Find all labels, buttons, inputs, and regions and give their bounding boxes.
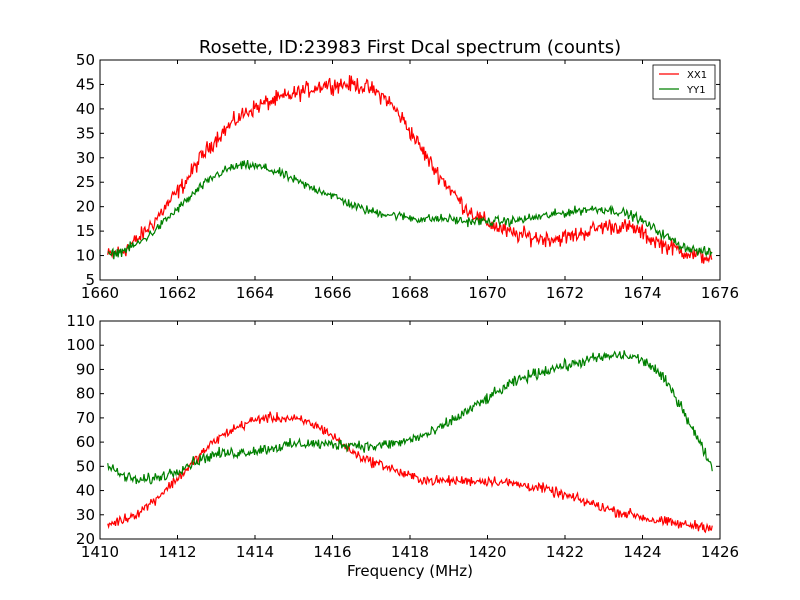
- y-tick-label: 50: [76, 457, 95, 475]
- x-tick-label: 1418: [391, 543, 429, 561]
- x-tick-label: 1668: [391, 284, 429, 302]
- y-tick-label: 20: [76, 530, 95, 548]
- series-line-xx1-bottom: [107, 411, 713, 534]
- bottom-panel: 1410 1412 1414 1416 1418 1420 1422 1424 1426 20 30…: [66, 312, 739, 580]
- x-tick-label: 1660: [81, 284, 119, 302]
- y-tick-label: 5: [85, 271, 95, 289]
- x-tick-label: 1662: [158, 284, 196, 302]
- x-tick-label: 1674: [623, 284, 661, 302]
- y-tick-label: 40: [76, 482, 95, 500]
- y-tick-label: 90: [76, 360, 95, 378]
- y-tick-label: 40: [76, 100, 95, 118]
- y-tick-label: 30: [76, 506, 95, 524]
- x-tick-label: 1422: [546, 543, 584, 561]
- y-tick-label: 70: [76, 409, 95, 427]
- top-panel: 1660 1662 1664 1666 1668 1670 1672 1674 1676 5 10 1…: [76, 37, 739, 302]
- x-tick-label: 1670: [468, 284, 506, 302]
- legend-label-xx1: XX1: [687, 70, 707, 81]
- x-tick-label: 1412: [158, 543, 196, 561]
- x-tick-label: 1664: [236, 284, 274, 302]
- x-tick-label: 1416: [313, 543, 351, 561]
- x-axis-label: Frequency (MHz): [347, 562, 473, 580]
- chart-title: Rosette, ID:23983 First Dcal spectrum (c…: [199, 37, 621, 58]
- x-tick-label: 1676: [701, 284, 739, 302]
- x-tick-label: 1426: [701, 543, 739, 561]
- x-tick-label: 1666: [313, 284, 351, 302]
- y-tick-label: 80: [76, 385, 95, 403]
- y-tick-label: 45: [76, 75, 95, 93]
- series-line-xx1-top: [107, 75, 713, 264]
- y-tick-label: 20: [76, 198, 95, 216]
- y-tick-label: 110: [66, 312, 95, 330]
- y-tick-label: 35: [76, 124, 95, 142]
- axes-frame: [99, 320, 721, 540]
- y-tick-label: 30: [76, 149, 95, 167]
- series-line-yy1-bottom: [107, 350, 713, 485]
- y-tick-label: 25: [76, 173, 95, 191]
- x-tick-label: 1420: [468, 543, 506, 561]
- series-line-yy1-top: [107, 159, 713, 260]
- x-tick-label: 1410: [81, 543, 119, 561]
- y-tick-label: 10: [76, 247, 95, 265]
- x-tick-label: 1424: [623, 543, 661, 561]
- y-tick-label: 15: [76, 222, 95, 240]
- y-tick-label: 100: [66, 336, 95, 354]
- x-tick-label: 1414: [236, 543, 274, 561]
- y-tick-label: 50: [76, 51, 95, 69]
- y-tick-label: 60: [76, 433, 95, 451]
- x-tick-label: 1672: [546, 284, 584, 302]
- legend-label-yy1: YY1: [686, 85, 706, 96]
